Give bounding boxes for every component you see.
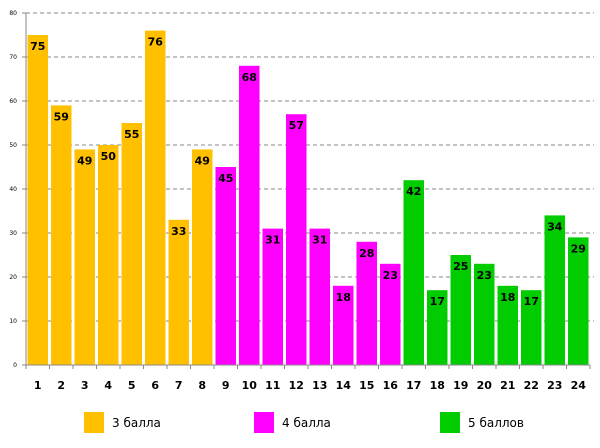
legend-swatch [254, 412, 274, 433]
bar [27, 35, 48, 365]
bar [544, 215, 565, 365]
bar [568, 237, 589, 365]
legend-label: 5 баллов [468, 415, 524, 430]
data-label: 31 [265, 234, 280, 247]
bar [356, 241, 377, 365]
x-tick-label: 19 [453, 379, 468, 392]
data-label: 76 [148, 36, 164, 49]
bar [239, 65, 260, 366]
bar [192, 149, 213, 365]
data-label: 33 [171, 225, 186, 238]
y-tick-label: 60 [9, 98, 17, 105]
bar [286, 114, 307, 365]
x-tick-label: 1 [34, 379, 42, 392]
data-label: 23 [383, 269, 398, 282]
x-tick-label: 21 [500, 379, 515, 392]
data-label: 31 [312, 234, 327, 247]
x-tick-label: 6 [151, 379, 159, 392]
bar [521, 290, 542, 365]
x-tick-label: 18 [430, 379, 445, 392]
data-label: 18 [336, 291, 351, 304]
bar [497, 285, 518, 365]
x-tick-label: 22 [524, 379, 539, 392]
bar [262, 228, 283, 365]
data-label: 49 [195, 154, 210, 167]
data-label: 42 [406, 185, 421, 198]
legend-swatch [440, 412, 460, 433]
data-label: 59 [54, 110, 69, 123]
bar [333, 285, 354, 365]
x-tick-label: 23 [547, 379, 562, 392]
bar [474, 263, 495, 365]
x-tick-label: 10 [242, 379, 258, 392]
data-label: 25 [453, 260, 468, 273]
data-label: 45 [218, 172, 233, 185]
data-label: 55 [124, 128, 139, 141]
x-tick-label: 9 [222, 379, 230, 392]
data-label: 49 [77, 154, 92, 167]
x-tick-label: 15 [359, 379, 374, 392]
legend-label: 3 балла [112, 415, 161, 430]
bar [450, 255, 471, 365]
y-tick-label: 80 [9, 10, 17, 17]
bar [168, 219, 189, 365]
legend-item-5: 5 баллов [440, 412, 524, 433]
x-tick-label: 12 [289, 379, 304, 392]
x-tick-label: 11 [265, 379, 280, 392]
bar [309, 228, 330, 365]
x-tick-label: 20 [477, 379, 493, 392]
y-tick-label: 10 [9, 318, 17, 325]
y-tick-label: 40 [9, 186, 17, 193]
legend-swatch [84, 412, 104, 433]
bar [98, 145, 119, 365]
data-label: 28 [359, 247, 374, 260]
y-tick-label: 50 [9, 142, 17, 149]
data-label: 29 [571, 242, 586, 255]
x-tick-label: 7 [175, 379, 183, 392]
data-label: 68 [242, 71, 257, 84]
bar [145, 30, 166, 365]
x-tick-label: 13 [312, 379, 327, 392]
data-label: 18 [500, 291, 515, 304]
x-tick-label: 8 [198, 379, 206, 392]
bar [51, 105, 72, 366]
x-tick-label: 16 [383, 379, 399, 392]
data-label: 17 [524, 295, 539, 308]
x-tick-label: 14 [336, 379, 352, 392]
x-tick-label: 4 [104, 379, 112, 392]
legend-item-4: 4 балла [254, 412, 331, 433]
y-tick-label: 20 [9, 274, 17, 281]
data-label: 57 [289, 119, 304, 132]
bar [215, 167, 236, 365]
x-tick-label: 2 [57, 379, 65, 392]
data-label: 23 [477, 269, 492, 282]
data-label: 34 [547, 220, 563, 233]
legend-item-3: 3 балла [84, 412, 161, 433]
legend-label: 4 балла [282, 415, 331, 430]
data-label: 75 [30, 40, 45, 53]
data-label: 50 [101, 150, 117, 163]
x-tick-label: 24 [571, 379, 587, 392]
x-tick-label: 5 [128, 379, 136, 392]
bar [380, 263, 401, 365]
bar [403, 180, 424, 365]
bar [121, 123, 142, 365]
x-tick-label: 3 [81, 379, 89, 392]
x-tick-label: 17 [406, 379, 421, 392]
bar [74, 149, 95, 365]
data-label: 17 [430, 295, 445, 308]
y-tick-label: 70 [9, 54, 17, 61]
y-tick-label: 0 [13, 362, 17, 369]
bar [427, 290, 448, 365]
y-tick-label: 30 [9, 230, 17, 237]
